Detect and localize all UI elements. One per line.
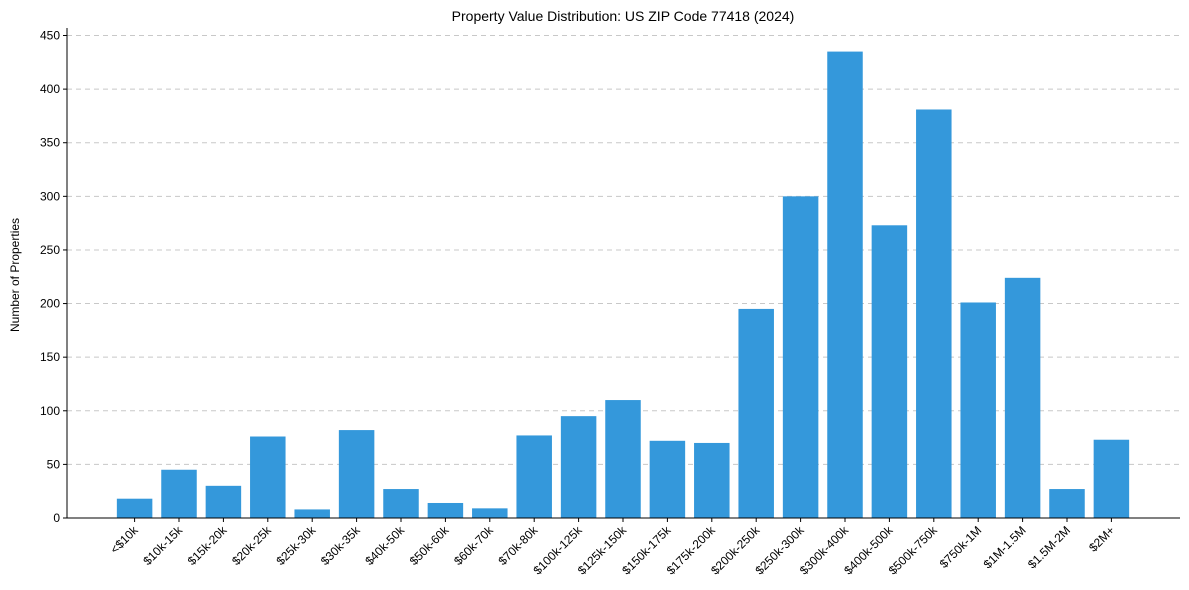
bar-6	[383, 489, 419, 518]
y-tick-label: 100	[40, 404, 60, 418]
axes	[63, 28, 1180, 522]
y-tick-label: 350	[40, 136, 60, 150]
bar-13	[694, 442, 730, 518]
bar-3	[250, 436, 286, 518]
bar-4	[294, 509, 330, 518]
bar-9	[516, 435, 552, 518]
y-tick-label: 400	[40, 82, 60, 96]
x-tick-label: <$10k	[107, 523, 141, 557]
bar-7	[427, 502, 464, 518]
x-tick-label: $10k-15k	[140, 523, 186, 569]
x-tick-labels: <$10k $10k-15k $15k-20k $20k-25k $25k-30k $30…	[107, 523, 1117, 578]
bar-8	[472, 508, 508, 518]
x-tick-label: $750k-1M	[937, 523, 985, 571]
y-axis-label: Number of Properties	[8, 218, 22, 332]
bar-0	[116, 498, 153, 518]
x-tick-label: $60k-70k	[451, 523, 497, 569]
bar-17	[871, 225, 908, 518]
x-tick-label: $1.5M-2M	[1025, 523, 1073, 571]
bar-5	[338, 430, 375, 518]
x-tick-label: $2M+	[1086, 523, 1117, 554]
bar-11	[605, 400, 641, 518]
bar-14	[738, 308, 774, 518]
bar-19	[960, 302, 996, 518]
bar-20	[1004, 277, 1041, 518]
x-tick-label: $70k-80k	[496, 523, 542, 569]
x-tick-label: $1M-1.5M	[981, 523, 1029, 571]
x-tick-label: $50k-60k	[407, 523, 453, 569]
x-tick-label: $15k-20k	[185, 523, 231, 569]
y-tick-labels: 0 50 100 150 200 250 300 350 400 450	[40, 29, 60, 525]
y-tick-label: 150	[40, 350, 60, 364]
x-tick-label: $25k-30k	[274, 523, 320, 569]
bar-15	[782, 196, 819, 518]
chart-title: Property Value Distribution: US ZIP Code…	[452, 8, 795, 24]
bar-12	[649, 440, 686, 518]
x-tick-label: $40k-50k	[362, 523, 408, 569]
bar-21	[1049, 489, 1085, 518]
y-tick-label: 300	[40, 189, 60, 203]
y-tick-label: 200	[40, 297, 60, 311]
bar-22	[1093, 439, 1130, 518]
bars	[116, 51, 1130, 518]
bar-16	[827, 51, 863, 518]
y-tick-label: 250	[40, 243, 60, 257]
y-tick-label: 450	[40, 29, 60, 43]
y-tick-label: 50	[47, 457, 61, 471]
bar-18	[916, 109, 952, 518]
bar-1	[161, 469, 197, 518]
bar-2	[205, 485, 242, 518]
x-tick-label: $20k-25k	[229, 523, 275, 569]
x-tick-label: $500k-750k	[886, 523, 941, 578]
bar-10	[560, 416, 597, 518]
y-tick-label: 0	[53, 511, 60, 525]
x-tick-label: $30k-35k	[318, 523, 364, 569]
